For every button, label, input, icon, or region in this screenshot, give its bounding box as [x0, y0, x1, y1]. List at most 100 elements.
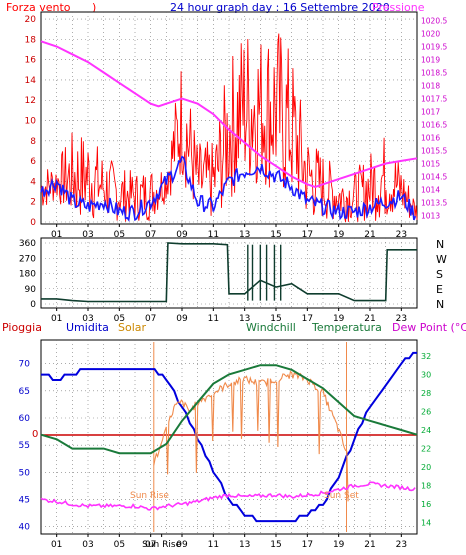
pressure-y-tick-label: 1015.5: [421, 147, 447, 156]
pressure-y-tick-label: 1016.5: [421, 121, 447, 130]
pressure-y-tick-label: 1017.5: [421, 95, 447, 104]
wind-y-tick-label: 20: [25, 15, 37, 25]
wind-y-tick-label: 16: [25, 56, 37, 66]
sun-rise-annotation: Sun Rise: [130, 491, 169, 501]
wind-x-tick-label: 01: [51, 230, 62, 240]
wind-gust-line: [40, 33, 418, 223]
dir-x-tick-label: 03: [82, 314, 93, 324]
dir-x-tick-label: 17: [302, 314, 313, 324]
dir-x-tick-label: 19: [333, 314, 345, 324]
temp-y-tick-label: 28: [421, 389, 431, 398]
rain-zero-label: 0: [32, 429, 38, 440]
humidity-y-tick-label: 60: [19, 414, 31, 424]
temp-x-tick-label: 23: [396, 540, 407, 550]
legend-umidita: Umidita: [66, 321, 109, 334]
dir-y-tick-label: 90: [25, 285, 37, 295]
pressure-y-tick-label: 1013.5: [421, 199, 447, 208]
wind-mean-line: [40, 155, 417, 222]
pressure-y-tick-label: 1019.5: [421, 43, 447, 52]
wind-x-tick-label: 19: [333, 230, 345, 240]
temperature-line: [40, 364, 418, 455]
legend-temperatura: Temperatura: [311, 321, 382, 334]
temp-x-tick-label: 17: [302, 540, 313, 550]
dir-label-n-top: N: [436, 238, 444, 251]
wind-x-tick-label: 23: [396, 230, 407, 240]
dir-x-tick-label: 11: [208, 314, 219, 324]
wind-x-tick-label: 21: [364, 230, 375, 240]
wind-y-tick-label: 2: [30, 198, 36, 208]
temp-x-tick-label: Sun Rise: [142, 540, 181, 550]
wind-x-tick-label: 11: [208, 230, 219, 240]
dir-x-tick-label: 15: [270, 314, 281, 324]
dir-x-tick-label: 23: [396, 314, 407, 324]
pressure-y-tick-label: 1018.5: [421, 69, 447, 78]
dir-x-tick-label: 21: [364, 314, 375, 324]
dir-label-s: S: [436, 268, 443, 281]
temp-y-tick-label: 24: [421, 426, 431, 435]
temp-y-tick-label: 30: [421, 370, 431, 379]
temp-y-tick-label: 32: [421, 352, 431, 361]
temp-y-tick-label: 22: [421, 445, 431, 454]
wind-y-tick-label: 8: [30, 137, 36, 147]
temp-y-tick-label: 16: [421, 500, 431, 509]
temp-x-tick-label: 15: [270, 540, 281, 550]
humidity-y-tick-label: 70: [19, 360, 31, 370]
solar-line: [153, 370, 349, 502]
pressure-y-tick-label: 1013: [421, 212, 440, 221]
pressure-line: [40, 40, 418, 188]
temp-y-tick-label: 20: [421, 463, 431, 472]
legend-solar: Solar: [118, 321, 147, 334]
chart-title: 24 hour graph day : 16 Settembre 2020: [170, 1, 390, 14]
pressure-y-tick-label: 1017: [421, 108, 440, 117]
humidity-y-tick-label: 50: [19, 468, 31, 478]
temp-y-tick-label: 14: [421, 519, 431, 528]
pressure-y-tick-label: 1015: [421, 160, 440, 169]
temp-y-tick-label: 18: [421, 482, 431, 491]
dir-x-tick-label: 01: [51, 314, 62, 324]
pressure-y-tick-label: 1014: [421, 186, 440, 195]
wind-y-tick-label: 4: [30, 177, 36, 187]
wind-axis-title-paren: ): [92, 1, 96, 14]
pressure-y-tick-label: 1014.5: [421, 173, 447, 182]
wind-x-tick-label: 07: [145, 230, 156, 240]
dewpoint-line: [40, 481, 416, 511]
pressure-y-tick-label: 1016: [421, 134, 440, 143]
temp-x-tick-label: 01: [51, 540, 62, 550]
dir-x-tick-label: 09: [176, 314, 188, 324]
temp-x-tick-label: 11: [208, 540, 219, 550]
wind-y-tick-label: 10: [25, 117, 37, 127]
dir-label-n-bottom: N: [436, 298, 444, 311]
humidity-line: [41, 351, 417, 523]
pressure-y-tick-label: 1018: [421, 82, 440, 91]
temp-x-tick-label: 07: [145, 540, 156, 550]
humidity-y-tick-label: 40: [19, 523, 31, 533]
wind-y-tick-label: 12: [25, 96, 36, 106]
pressure-y-tick-label: 1020.5: [421, 17, 447, 26]
wind-x-tick-label: 03: [82, 230, 93, 240]
pressure-y-tick-label: 1019: [421, 56, 440, 65]
pressure-axis-title: Pressione: [372, 1, 425, 14]
dir-y-tick-label: 180: [19, 270, 36, 280]
wind-y-tick-label: 18: [25, 35, 37, 45]
temp-x-tick-label: 09: [176, 540, 188, 550]
wind-x-tick-label: 05: [114, 230, 125, 240]
sun-set-annotation: Sun Set: [324, 491, 359, 501]
legend-windchill: Windchill: [246, 321, 296, 334]
wind-x-tick-label: 15: [270, 230, 281, 240]
wind-y-tick-label: 6: [30, 157, 36, 167]
dir-label-w: W: [436, 253, 447, 266]
temp-x-tick-label: 05: [114, 540, 125, 550]
temp-y-tick-label: 26: [421, 408, 431, 417]
legend-dewpoint: Dew Point (°C): [392, 321, 466, 334]
humidity-y-tick-label: 65: [19, 387, 30, 397]
temp-x-tick-label: 13: [239, 540, 250, 550]
dir-x-tick-label: 13: [239, 314, 250, 324]
wind-y-tick-label: 14: [25, 76, 37, 86]
direction-line: [41, 242, 417, 303]
dir-y-tick-label: 0: [30, 300, 36, 310]
wind-y-tick-label: 0: [30, 218, 36, 228]
dir-x-tick-label: 05: [114, 314, 125, 324]
wind-x-tick-label: 09: [176, 230, 188, 240]
dir-y-tick-label: 270: [19, 254, 36, 264]
